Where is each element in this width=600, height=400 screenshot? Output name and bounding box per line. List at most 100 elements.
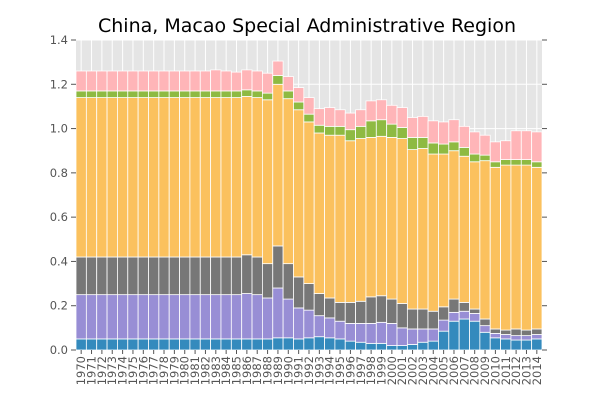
- x-tick-label: 2007: [457, 356, 471, 385]
- bar-segment: [427, 328, 439, 342]
- bar-segment: [500, 164, 512, 331]
- bar-segment: [199, 338, 212, 351]
- x-tick-label: 2005: [437, 356, 451, 385]
- bar-segment: [272, 75, 284, 85]
- bar-segment: [479, 154, 491, 162]
- bar-segment: [427, 142, 439, 155]
- bar-segment: [417, 328, 429, 343]
- bar-segment: [489, 141, 501, 163]
- bar-segment: [117, 294, 129, 340]
- bar-segment: [158, 90, 170, 98]
- bar-segment: [96, 97, 108, 258]
- bar-segment: [334, 134, 346, 303]
- bar-segment: [189, 338, 201, 351]
- bar-segment: [241, 69, 253, 91]
- bar-segment: [230, 97, 243, 258]
- y-tick-label: 0.6: [50, 210, 68, 224]
- bar-segment: [427, 153, 439, 312]
- bar-segment: [365, 137, 377, 298]
- bar-segment: [375, 295, 388, 323]
- bar-segment: [179, 70, 191, 92]
- bar-segment: [251, 90, 263, 98]
- bar-segment: [168, 294, 180, 340]
- bar-segment: [520, 164, 533, 331]
- bar-segment: [220, 256, 232, 296]
- bar-segment: [324, 317, 336, 339]
- bar-segment: [251, 294, 263, 340]
- bar-segment: [148, 97, 160, 258]
- bar-segment: [220, 294, 232, 340]
- bar-segment: [324, 297, 336, 319]
- bar-segment: [106, 90, 118, 98]
- y-tick-label: 0.2: [50, 299, 68, 313]
- bar-segment: [293, 87, 305, 103]
- x-tick-label: 2010: [488, 356, 502, 385]
- x-axis-ticks: 1970197119721973197419751976197719781979…: [74, 350, 544, 385]
- x-tick-label: 1987: [250, 356, 264, 385]
- x-tick-label: 1994: [323, 356, 337, 385]
- bar-segment: [158, 70, 170, 92]
- bar-segment: [127, 338, 139, 351]
- bar-segment: [375, 99, 388, 121]
- bar-segment: [158, 294, 170, 340]
- bar-segment: [230, 90, 243, 98]
- bar-segment: [241, 96, 253, 256]
- bar-segment: [261, 92, 274, 101]
- bar-segment: [75, 256, 87, 296]
- bar-segment: [438, 306, 450, 321]
- x-tick-label: 1984: [219, 356, 233, 385]
- x-tick-label: 2009: [478, 356, 492, 385]
- bar-segment: [386, 137, 398, 300]
- bar-segment: [355, 125, 367, 139]
- bar-segment: [344, 301, 357, 324]
- bar-segment: [168, 256, 180, 296]
- bar-segment: [500, 334, 512, 340]
- bar-segment: [520, 130, 533, 160]
- bar-segment: [75, 97, 87, 258]
- x-tick-label: 2001: [395, 356, 409, 385]
- bar-segment: [479, 160, 491, 320]
- bar-segment: [406, 328, 419, 345]
- bar-segment: [303, 283, 315, 311]
- bar-segment: [344, 323, 357, 342]
- bar-segment: [406, 117, 419, 138]
- bar-segment: [85, 97, 98, 258]
- bar-segment: [282, 263, 294, 300]
- bar-segment: [355, 109, 367, 127]
- x-tick-label: 1990: [281, 356, 295, 385]
- bar-segment: [272, 83, 284, 247]
- bar-segment: [137, 90, 149, 98]
- bar-segment: [365, 323, 377, 344]
- bar-segment: [469, 308, 481, 314]
- bar-segment: [396, 138, 408, 304]
- bar-segment: [85, 338, 98, 351]
- bar-segment: [293, 101, 305, 111]
- bar-segment: [365, 296, 377, 324]
- bar-segment: [344, 140, 357, 303]
- bar-segment: [210, 97, 222, 258]
- bar-segment: [500, 159, 512, 166]
- bar-segment: [324, 337, 336, 351]
- bar-segment: [479, 325, 491, 333]
- bar-segment: [272, 245, 284, 289]
- bar-segment: [427, 120, 439, 144]
- y-tick-label: 1.0: [50, 122, 68, 136]
- bar-segment: [85, 90, 98, 98]
- bar-segment: [510, 328, 522, 337]
- bar-segment: [168, 338, 180, 351]
- bar-segment: [137, 294, 149, 340]
- bar-segment: [106, 70, 118, 92]
- bar-segment: [396, 327, 408, 346]
- bar-segment: [282, 337, 294, 351]
- bar-segment: [117, 70, 129, 92]
- bar-segment: [417, 115, 429, 138]
- bar-segment: [106, 97, 118, 258]
- bar-segment: [520, 335, 533, 341]
- bar-segment: [334, 338, 346, 351]
- bar-segment: [406, 344, 419, 351]
- x-tick-label: 2012: [509, 356, 523, 385]
- bar-segment: [334, 109, 346, 127]
- x-tick-label: 1979: [167, 356, 181, 385]
- bar-segment: [251, 256, 263, 296]
